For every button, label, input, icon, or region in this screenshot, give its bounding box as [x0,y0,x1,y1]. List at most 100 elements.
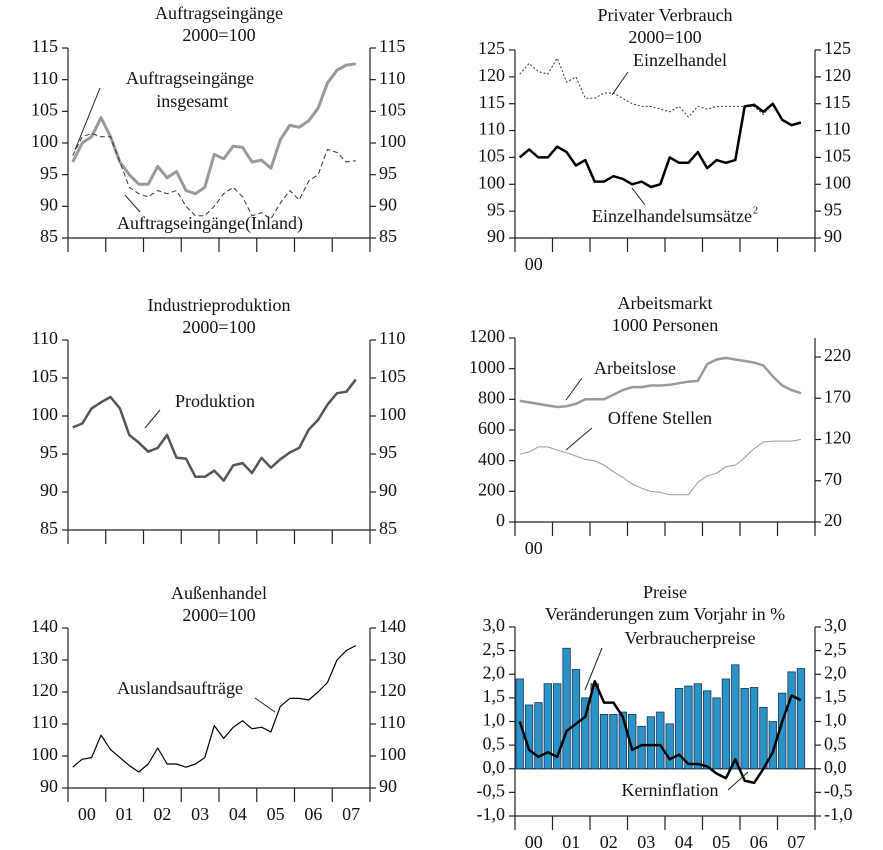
y2-tick-label: 90 [379,776,397,796]
y2-tick-label: 1,5 [824,686,847,706]
y2-tick-label: 1,0 [824,710,847,730]
y-tick-label: 120 [478,65,505,85]
y2-tick-label: 100 [379,404,406,424]
bar [693,683,702,770]
y-tick-label: 100 [31,131,58,151]
line [518,102,802,189]
y2-tick-label: 110 [379,328,405,348]
y-tick-label: 105 [478,146,505,166]
y2-tick-label: 125 [824,38,851,58]
y2-tick-label: 100 [379,744,406,764]
x-tick-label: 00 [525,254,543,274]
x-tick-label: 05 [267,804,285,824]
bar [731,664,740,770]
y2-tick-label: 90 [824,226,842,246]
y-tick-label: 115 [32,36,58,56]
series-label: Auslandsaufträge [117,678,243,698]
bar [674,688,684,770]
leader-line [631,187,646,206]
bar [646,716,656,770]
chart-subtitle: 2000=100 [628,27,701,47]
x-tick-label: 01 [562,832,580,850]
x-tick-label: 05 [712,832,730,850]
y-tick-label: 1,0 [483,710,506,730]
y2-tick-label: 115 [824,92,850,112]
y2-tick-label: 2,0 [824,662,847,682]
chart-subtitle: Veränderungen zum Vorjahr in % [545,604,785,624]
y2-tick-label: 100 [824,172,851,192]
y2-tick-label: 0,0 [824,757,847,777]
y-tick-label: 100 [31,744,58,764]
series-label: Einzelhandel [633,50,727,70]
bar [703,690,712,770]
y-tick-label: 90 [40,776,58,796]
x-tick-label: 00 [525,832,543,850]
chart-title: Arbeitsmarkt [618,293,713,313]
bar [759,706,768,770]
y-tick-label: 800 [478,387,505,407]
bar [712,697,721,770]
y2-tick-label: 120 [824,428,851,448]
series-label: Auftragseingänge insgesamt [126,68,254,111]
y-tick-label: 600 [478,418,505,438]
series-label: Verbraucherpreise [625,628,756,648]
series-label: Arbeitslose [594,358,676,378]
chart-subtitle: 2000=100 [182,317,255,337]
y2-tick-label: 110 [379,68,405,88]
line [72,133,356,220]
bar [684,685,693,770]
series-label: Auftragseingänge(Inland) [117,213,303,234]
y-tick-label: 1200 [469,326,505,346]
line [72,645,357,773]
y-tick-label: 95 [487,199,505,219]
y-tick-label: 110 [32,712,58,732]
line [71,62,357,196]
leader-line [565,377,583,401]
y-tick-label: 95 [40,163,58,183]
y-tick-label: 90 [40,194,58,214]
x-tick-label: 02 [600,832,618,850]
y2-tick-label: 95 [379,442,397,462]
y2-tick-label: 3,0 [824,615,847,635]
y-tick-label: 120 [31,680,58,700]
y-tick-label: 1,5 [483,686,506,706]
chart-title: Auftragseingänge [155,3,283,23]
x-tick-label: 02 [153,804,171,824]
bar [740,688,749,770]
bar [562,647,571,770]
chart-subtitle: 2000=100 [182,605,255,625]
chart-subtitle: 2000=100 [182,25,255,45]
y-tick-label: 2,0 [483,662,506,682]
chart-title: Privater Verbrauch [597,5,732,25]
y2-tick-label: 120 [824,65,851,85]
x-tick-label: 06 [750,832,768,850]
y-tick-label: 105 [31,99,58,119]
y2-tick-label: -0,5 [824,781,853,801]
y-tick-label: 110 [32,68,58,88]
y-tick-label: 100 [478,172,505,192]
y2-tick-label: 105 [379,366,406,386]
leader-line [584,647,603,691]
line [518,680,802,785]
y-tick-label: 2,5 [483,639,506,659]
series-label: Produktion [175,391,255,411]
y2-tick-label: 110 [379,712,405,732]
bar [665,723,674,770]
y2-tick-label: 95 [379,163,397,183]
leader-line [611,71,629,96]
line [519,439,801,496]
leader-line [254,697,276,713]
line [519,57,802,126]
x-tick-label: 03 [637,832,655,850]
y-tick-label: 200 [478,479,505,499]
y-tick-label: 90 [487,226,505,246]
leader-line [144,409,161,429]
y-tick-label: 100 [31,404,58,424]
y-tick-label: 105 [31,366,58,386]
x-tick-label: 04 [675,832,693,850]
leader-line [74,87,101,151]
bar [721,678,731,770]
line [72,378,357,482]
